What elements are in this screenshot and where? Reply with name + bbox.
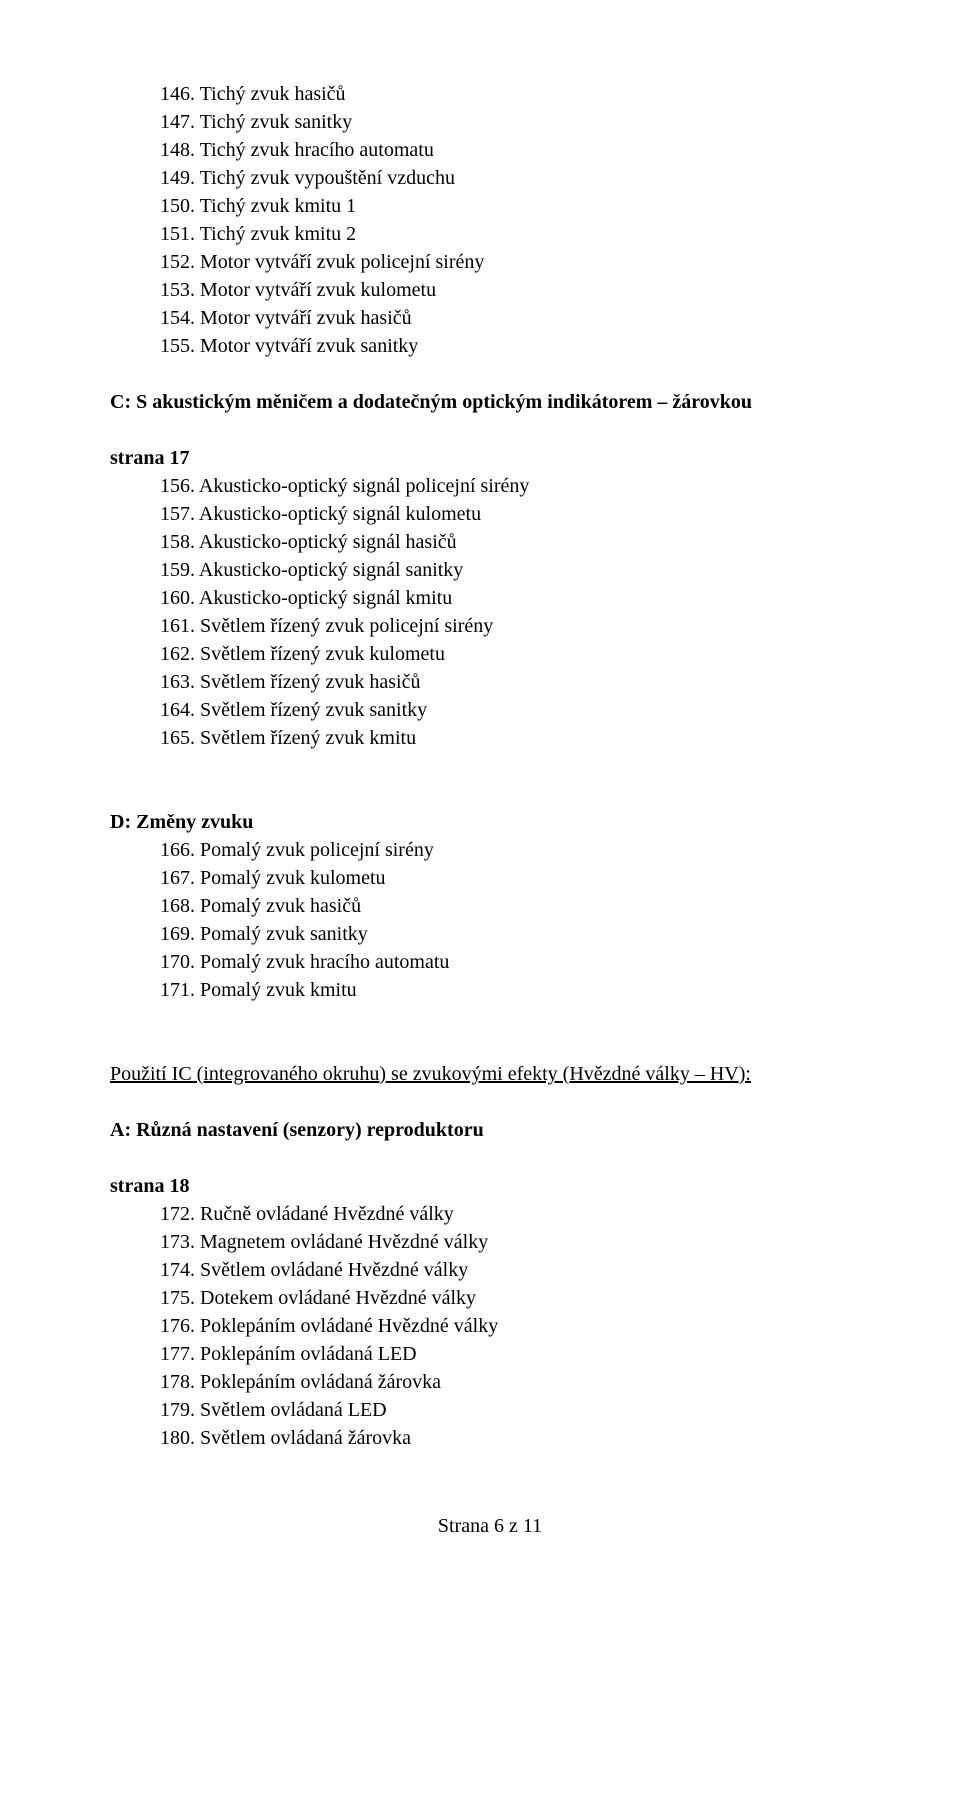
section-d-title: D: Změny zvuku (110, 808, 870, 836)
list-item: 160. Akusticko-optický signál kmitu (110, 584, 870, 612)
ic-subheading-a: A: Různá nastavení (senzory) reproduktor… (110, 1116, 870, 1144)
list-item: 157. Akusticko-optický signál kulometu (110, 500, 870, 528)
list-item: 151. Tichý zvuk kmitu 2 (110, 220, 870, 248)
list-item: 147. Tichý zvuk sanitky (110, 108, 870, 136)
list-item: 175. Dotekem ovládané Hvězdné války (110, 1284, 870, 1312)
list-item: 146. Tichý zvuk hasičů (110, 80, 870, 108)
ic-section-items: 172. Ručně ovládané Hvězdné války 173. M… (110, 1200, 870, 1452)
list-item: 162. Světlem řízený zvuk kulometu (110, 640, 870, 668)
list-item: 161. Světlem řízený zvuk policejní sirén… (110, 612, 870, 640)
list-item: 166. Pomalý zvuk policejní sirény (110, 836, 870, 864)
section-c-title: C: S akustickým měničem a dodatečným opt… (110, 388, 870, 416)
page-label-17: strana 17 (110, 444, 870, 472)
list-item: 165. Světlem řízený zvuk kmitu (110, 724, 870, 752)
list-item: 153. Motor vytváří zvuk kulometu (110, 276, 870, 304)
list-item: 159. Akusticko-optický signál sanitky (110, 556, 870, 584)
list-item: 172. Ručně ovládané Hvězdné války (110, 1200, 870, 1228)
list-item: 168. Pomalý zvuk hasičů (110, 892, 870, 920)
list-item: 180. Světlem ovládaná žárovka (110, 1424, 870, 1452)
list-item: 148. Tichý zvuk hracího automatu (110, 136, 870, 164)
section-c-items: 156. Akusticko-optický signál policejní … (110, 472, 870, 752)
page-label-18: strana 18 (110, 1172, 870, 1200)
list-item: 156. Akusticko-optický signál policejní … (110, 472, 870, 500)
list-item: 174. Světlem ovládané Hvězdné války (110, 1256, 870, 1284)
list-item: 158. Akusticko-optický signál hasičů (110, 528, 870, 556)
ic-section-title: Použití IC (integrovaného okruhu) se zvu… (110, 1060, 870, 1088)
section-d-items: 166. Pomalý zvuk policejní sirény 167. P… (110, 836, 870, 1004)
list-item: 169. Pomalý zvuk sanitky (110, 920, 870, 948)
section-a-items: 146. Tichý zvuk hasičů 147. Tichý zvuk s… (110, 80, 870, 360)
list-item: 177. Poklepáním ovládaná LED (110, 1340, 870, 1368)
list-item: 155. Motor vytváří zvuk sanitky (110, 332, 870, 360)
list-item: 150. Tichý zvuk kmitu 1 (110, 192, 870, 220)
list-item: 173. Magnetem ovládané Hvězdné války (110, 1228, 870, 1256)
list-item: 164. Světlem řízený zvuk sanitky (110, 696, 870, 724)
list-item: 149. Tichý zvuk vypouštění vzduchu (110, 164, 870, 192)
list-item: 171. Pomalý zvuk kmitu (110, 976, 870, 1004)
list-item: 170. Pomalý zvuk hracího automatu (110, 948, 870, 976)
list-item: 178. Poklepáním ovládaná žárovka (110, 1368, 870, 1396)
list-item: 163. Světlem řízený zvuk hasičů (110, 668, 870, 696)
list-item: 176. Poklepáním ovládané Hvězdné války (110, 1312, 870, 1340)
page-footer: Strana 6 z 11 (110, 1512, 870, 1540)
list-item: 179. Světlem ovládaná LED (110, 1396, 870, 1424)
list-item: 152. Motor vytváří zvuk policejní sirény (110, 248, 870, 276)
list-item: 167. Pomalý zvuk kulometu (110, 864, 870, 892)
list-item: 154. Motor vytváří zvuk hasičů (110, 304, 870, 332)
